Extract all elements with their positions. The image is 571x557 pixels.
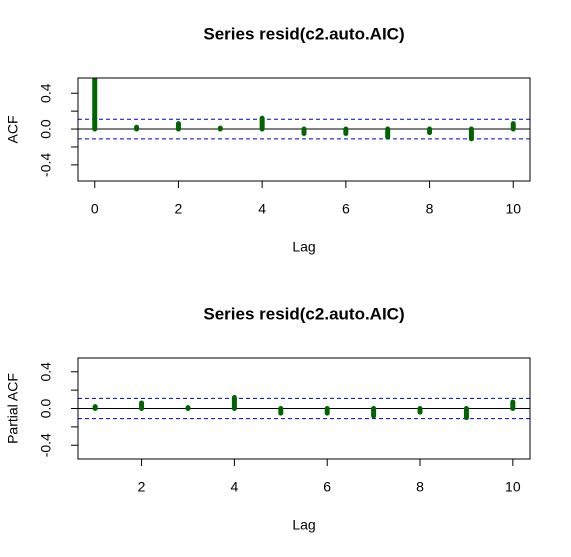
x-tick-label: 10: [505, 479, 521, 495]
y-axis-label: Partial ACF: [5, 373, 21, 444]
y-axis-label: ACF: [5, 116, 21, 144]
x-tick-label: 6: [342, 201, 350, 217]
y-tick-label: 0.0: [38, 119, 54, 139]
x-tick-label: 4: [258, 201, 266, 217]
plot-frame: [77, 77, 531, 182]
y-tick-label: 0.0: [38, 399, 54, 419]
y-tick-label: -0.4: [38, 433, 54, 457]
chart-title: Series resid(c2.auto.AIC): [203, 24, 404, 43]
x-tick-label: 6: [323, 479, 331, 495]
y-tick-label: 0.4: [38, 83, 54, 103]
y-tick-label: -0.4: [38, 153, 54, 177]
x-tick-label: 8: [416, 479, 424, 495]
x-tick-label: 2: [175, 201, 183, 217]
plot-area: [78, 78, 530, 142]
x-tick-label: 10: [505, 201, 521, 217]
x-axis-label: Lag: [292, 239, 315, 255]
x-tick-label: 4: [230, 479, 238, 495]
plot-frame: [77, 357, 531, 460]
x-tick-label: 8: [426, 201, 434, 217]
y-tick-label: 0.4: [38, 362, 54, 382]
chart-title: Series resid(c2.auto.AIC): [203, 304, 404, 323]
x-tick-label: 2: [138, 479, 146, 495]
x-axis-label: Lag: [292, 517, 315, 533]
plot-area: [78, 394, 530, 421]
x-tick-label: 0: [91, 201, 99, 217]
